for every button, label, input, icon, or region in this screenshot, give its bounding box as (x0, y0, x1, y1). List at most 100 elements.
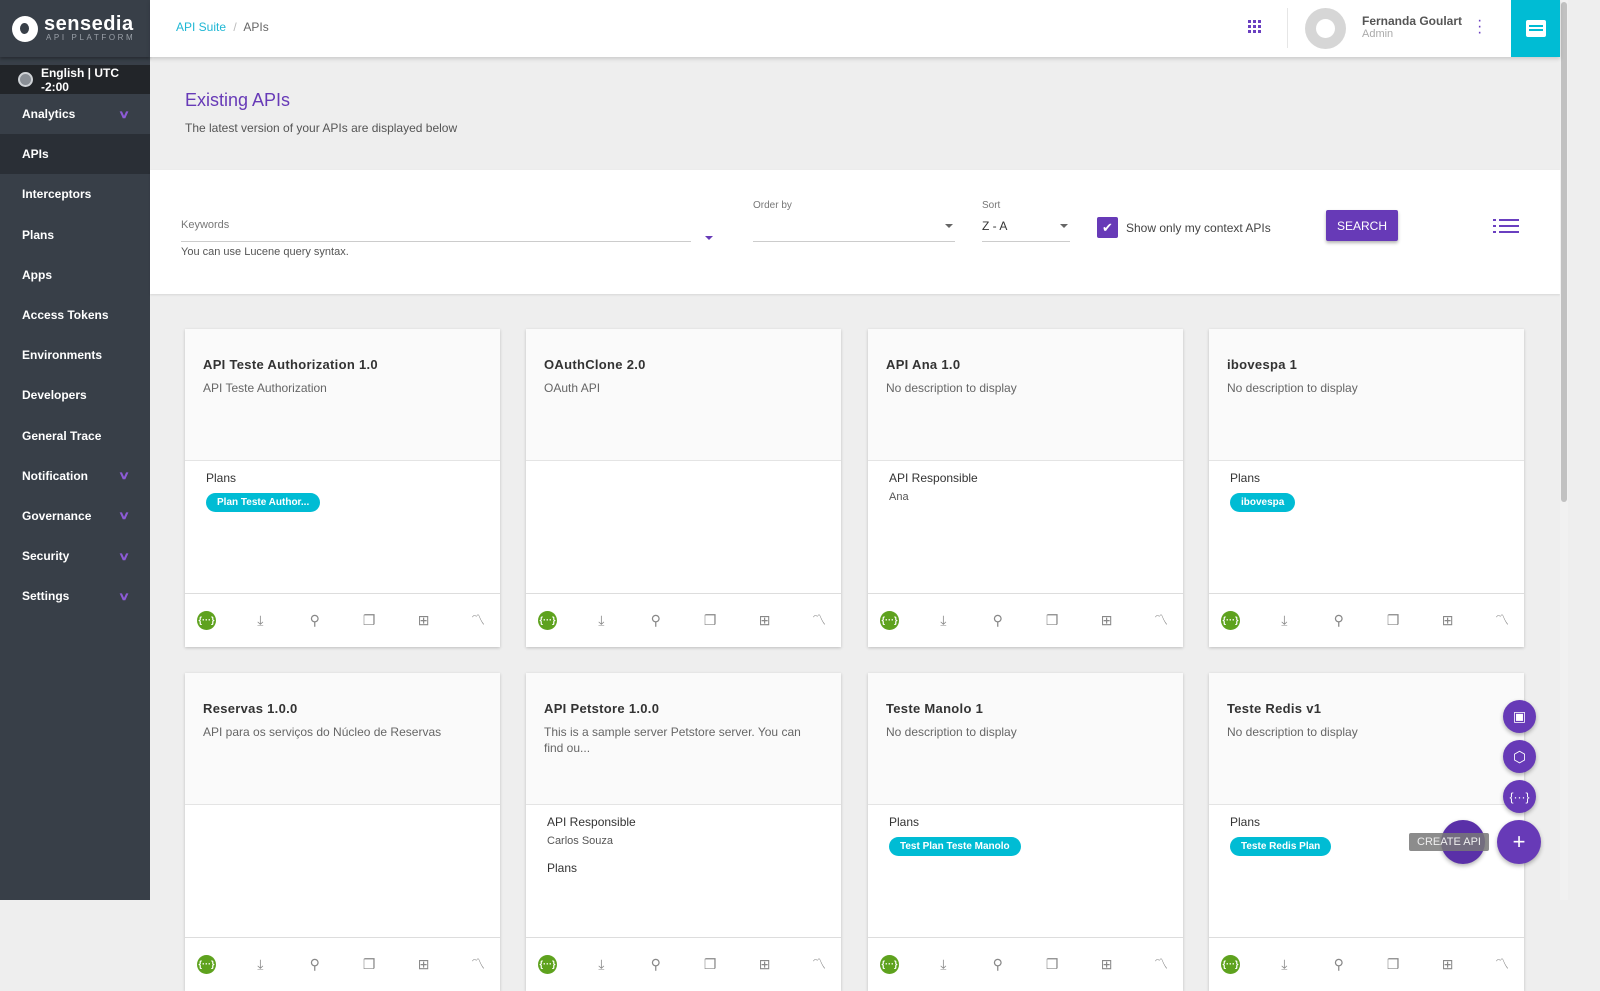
list-view-icon[interactable] (1493, 219, 1519, 233)
analytics-icon[interactable]: 〽 (470, 612, 485, 628)
swagger-icon[interactable]: {···} (538, 954, 557, 974)
search-icon[interactable]: ⚲ (309, 955, 320, 972)
chat-button[interactable] (1511, 0, 1560, 57)
sidebar-item-general-trace[interactable]: General Trace (0, 416, 150, 456)
keywords-dropdown-icon[interactable] (705, 236, 713, 240)
search-icon[interactable]: ⚲ (309, 611, 320, 628)
analytics-icon[interactable]: 〽 (1494, 612, 1509, 628)
clone-icon[interactable]: ❐ (703, 955, 717, 972)
add-version-icon[interactable]: ⊞ (1100, 611, 1113, 628)
api-title[interactable]: API Teste Authorization 1.0 (203, 357, 378, 372)
api-card[interactable]: Teste Manolo 1 No description to display P… (868, 673, 1183, 991)
apps-grid-icon[interactable] (1248, 20, 1261, 33)
add-version-icon[interactable]: ⊞ (417, 955, 430, 972)
analytics-icon[interactable]: 〽 (1153, 612, 1168, 628)
clone-icon[interactable]: ❐ (362, 611, 376, 628)
order-by-select[interactable] (753, 241, 955, 242)
sidebar-item-security[interactable]: Security ∨ (0, 536, 150, 576)
scrollbar-thumb[interactable] (1561, 2, 1567, 502)
swagger-fab[interactable]: {···} (1503, 780, 1536, 813)
keywords-input[interactable] (181, 241, 691, 242)
download-icon[interactable]: ⤓ (940, 955, 947, 972)
plan-chip[interactable]: Teste Redis Plan (1230, 837, 1332, 856)
analytics-icon[interactable]: 〽 (1153, 956, 1168, 972)
sidebar-item-governance[interactable]: Governance ∨ (0, 496, 150, 536)
swagger-icon[interactable]: {···} (197, 610, 216, 630)
search-button[interactable]: SEARCH (1326, 210, 1398, 241)
sort-value[interactable]: Z - A (982, 219, 1008, 233)
scrollbar[interactable] (1560, 0, 1568, 900)
download-icon[interactable]: ⤓ (598, 955, 605, 972)
sidebar-item-developers[interactable]: Developers (0, 375, 150, 415)
api-card[interactable]: Reservas 1.0.0 API para os serviços do Nú… (185, 673, 500, 991)
sidebar-item-notification[interactable]: Notification ∨ (0, 456, 150, 496)
plan-chip[interactable]: Test Plan Teste Manolo (889, 837, 1021, 856)
api-title[interactable]: API Petstore 1.0.0 (544, 701, 660, 716)
clone-icon[interactable]: ❐ (1386, 611, 1400, 628)
clone-icon[interactable]: ❐ (1386, 955, 1400, 972)
sidebar-item-apis[interactable]: APIs (0, 134, 150, 175)
graphql-fab[interactable]: ⬡ (1503, 740, 1536, 773)
add-version-icon[interactable]: ⊞ (1441, 611, 1454, 628)
swagger-icon[interactable]: {···} (197, 954, 216, 974)
download-icon[interactable]: ⤓ (257, 955, 264, 972)
api-title[interactable]: OAuthClone 2.0 (544, 357, 646, 372)
analytics-icon[interactable]: 〽 (811, 956, 826, 972)
context-checkbox-label[interactable]: Show only my context APIs (1126, 221, 1271, 235)
search-icon[interactable]: ⚲ (1333, 955, 1344, 972)
add-version-icon[interactable]: ⊞ (758, 955, 771, 972)
download-icon[interactable]: ⤓ (598, 611, 605, 628)
language-selector[interactable]: English | UTC -2:00 (0, 65, 150, 94)
api-card[interactable]: API Teste Authorization 1.0 API Teste Aut… (185, 329, 500, 647)
add-version-icon[interactable]: ⊞ (758, 611, 771, 628)
search-icon[interactable]: ⚲ (650, 955, 661, 972)
swagger-icon[interactable]: {···} (538, 610, 557, 630)
more-vert-icon[interactable]: · · · (1477, 12, 1483, 41)
api-title[interactable]: ibovespa 1 (1227, 357, 1298, 372)
logo[interactable]: sensedia API PLATFORM (0, 0, 150, 57)
sidebar-item-analytics[interactable]: Analytics ∨ (0, 94, 150, 134)
sidebar-item-plans[interactable]: Plans (0, 215, 150, 255)
api-card[interactable]: OAuthClone 2.0 OAuth API {···} ⤓ ⚲ ❐ ⊞ 〽 (526, 329, 841, 647)
analytics-icon[interactable]: 〽 (1494, 956, 1509, 972)
clone-icon[interactable]: ❐ (703, 611, 717, 628)
order-by-dropdown-icon[interactable] (945, 224, 953, 228)
sidebar-item-apps[interactable]: Apps (0, 255, 150, 295)
search-icon[interactable]: ⚲ (650, 611, 661, 628)
search-icon[interactable]: ⚲ (992, 611, 1003, 628)
api-title[interactable]: Reservas 1.0.0 (203, 701, 298, 716)
api-title[interactable]: Teste Manolo 1 (886, 701, 984, 716)
add-version-icon[interactable]: ⊞ (1441, 955, 1454, 972)
search-icon[interactable]: ⚲ (992, 955, 1003, 972)
sidebar-item-environments[interactable]: Environments (0, 335, 150, 375)
download-icon[interactable]: ⤓ (940, 611, 947, 628)
create-api-button[interactable]: + (1497, 820, 1541, 864)
clone-icon[interactable]: ❐ (1045, 955, 1059, 972)
analytics-icon[interactable]: 〽 (811, 612, 826, 628)
avatar[interactable] (1305, 8, 1346, 49)
sort-dropdown-icon[interactable] (1060, 224, 1068, 228)
sidebar-item-interceptors[interactable]: Interceptors (0, 174, 150, 214)
api-card[interactable]: API Petstore 1.0.0 This is a sample serve… (526, 673, 841, 991)
sort-select[interactable] (982, 241, 1070, 242)
download-icon[interactable]: ⤓ (1281, 955, 1288, 972)
breadcrumb-root[interactable]: API Suite (176, 20, 227, 34)
sidebar-item-access-tokens[interactable]: Access Tokens (0, 295, 150, 335)
plan-chip[interactable]: Plan Teste Author... (206, 493, 321, 512)
swagger-icon[interactable]: {···} (1221, 610, 1240, 630)
swagger-icon[interactable]: {···} (880, 610, 899, 630)
swagger-icon[interactable]: {···} (1221, 954, 1240, 974)
context-checkbox[interactable]: ✔ (1097, 217, 1118, 238)
api-title[interactable]: Teste Redis v1 (1227, 701, 1322, 716)
add-version-icon[interactable]: ⊞ (417, 611, 430, 628)
add-version-icon[interactable]: ⊞ (1100, 955, 1113, 972)
swagger-icon[interactable]: {···} (880, 954, 899, 974)
clone-icon[interactable]: ❐ (362, 955, 376, 972)
contacts-fab[interactable]: ▣ (1503, 700, 1536, 733)
sidebar-item-settings[interactable]: Settings ∨ (0, 576, 150, 616)
api-card[interactable]: ibovespa 1 No description to display Plans… (1209, 329, 1524, 647)
api-card[interactable]: API Ana 1.0 No description to display API … (868, 329, 1183, 647)
download-icon[interactable]: ⤓ (1281, 611, 1288, 628)
analytics-icon[interactable]: 〽 (470, 956, 485, 972)
download-icon[interactable]: ⤓ (257, 611, 264, 628)
